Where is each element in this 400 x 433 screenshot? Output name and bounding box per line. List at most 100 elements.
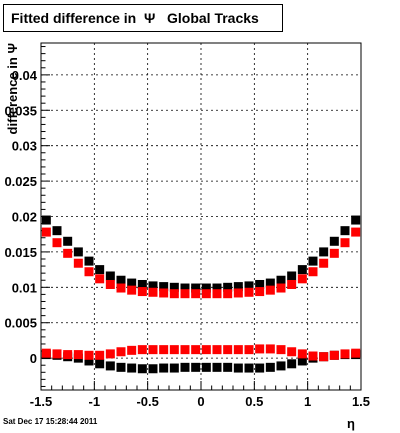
- red-marker: [223, 289, 233, 299]
- black-marker: [95, 359, 105, 369]
- red-marker: [212, 345, 222, 355]
- y-tick-label: 0.005: [4, 316, 37, 331]
- red-marker: [73, 258, 83, 268]
- black-marker: [212, 283, 222, 293]
- chart-title: Fitted difference in Ψ Global Tracks: [11, 10, 259, 26]
- red-marker: [180, 345, 190, 355]
- red-marker: [148, 345, 158, 355]
- black-marker: [41, 215, 51, 225]
- red-marker: [159, 288, 169, 298]
- black-marker: [148, 281, 158, 291]
- y-tick-label: 0.035: [4, 103, 37, 118]
- red-marker: [127, 285, 137, 295]
- title-box: Fitted difference in Ψ Global Tracks: [3, 4, 283, 32]
- red-marker: [84, 350, 94, 360]
- red-marker: [116, 347, 126, 357]
- black-marker: [201, 283, 211, 293]
- red-marker: [41, 227, 51, 237]
- red-marker: [52, 349, 62, 359]
- black-marker: [116, 275, 126, 285]
- black-marker: [223, 362, 233, 372]
- black-marker: [191, 283, 201, 293]
- red-marker: [191, 345, 201, 355]
- red-marker: [52, 238, 62, 248]
- red-marker: [340, 349, 350, 359]
- black-marker: [137, 279, 147, 289]
- y-tick-label: 0.025: [4, 174, 37, 189]
- red-marker: [137, 345, 147, 355]
- red-marker: [148, 287, 158, 297]
- black-marker: [265, 362, 275, 372]
- black-marker: [105, 271, 115, 281]
- red-marker: [351, 348, 361, 358]
- black-marker: [84, 356, 94, 366]
- x-tick-label: 0.5: [245, 394, 263, 409]
- black-marker: [180, 362, 190, 372]
- black-marker: [308, 256, 318, 266]
- red-marker: [297, 349, 307, 359]
- y-tick-label: 0.03: [12, 139, 37, 154]
- red-marker: [265, 344, 275, 354]
- y-tick-label: 0: [30, 351, 37, 366]
- y-tick-label: 0.01: [12, 280, 37, 295]
- red-marker: [329, 248, 339, 258]
- black-marker: [169, 363, 179, 373]
- black-marker: [73, 247, 83, 257]
- red-marker: [340, 238, 350, 248]
- black-marker: [127, 278, 137, 288]
- y-tick-label: 0.02: [12, 210, 37, 225]
- black-marker: [105, 361, 115, 371]
- black-marker: [212, 362, 222, 372]
- red-marker: [105, 349, 115, 359]
- black-marker: [159, 282, 169, 292]
- black-marker: [63, 236, 73, 246]
- red-marker: [244, 345, 254, 355]
- black-marker: [52, 226, 62, 236]
- red-marker: [308, 267, 318, 277]
- red-marker: [319, 258, 329, 268]
- black-marker: [329, 236, 339, 246]
- red-marker: [233, 345, 243, 355]
- x-tick-label: -1: [89, 394, 101, 409]
- black-marker: [233, 363, 243, 373]
- black-marker: [287, 359, 297, 369]
- red-marker: [169, 345, 179, 355]
- red-marker: [191, 289, 201, 299]
- red-marker: [276, 283, 286, 293]
- red-marker: [169, 289, 179, 299]
- red-marker: [255, 344, 265, 354]
- x-tick-label: -0.5: [136, 394, 158, 409]
- black-marker: [169, 282, 179, 292]
- y-tick-label: 0.015: [4, 245, 37, 260]
- black-marker: [244, 363, 254, 373]
- black-marker: [223, 282, 233, 292]
- red-marker: [201, 345, 211, 355]
- red-marker: [329, 350, 339, 360]
- black-marker: [297, 356, 307, 366]
- x-axis-label: η: [347, 416, 355, 431]
- black-marker: [233, 282, 243, 292]
- red-marker: [180, 289, 190, 299]
- red-marker: [73, 350, 83, 360]
- red-marker: [233, 288, 243, 298]
- black-marker: [148, 364, 158, 374]
- red-marker: [63, 350, 73, 360]
- red-marker: [223, 345, 233, 355]
- red-marker: [95, 274, 105, 284]
- red-marker: [63, 248, 73, 258]
- x-tick-label: 1.5: [352, 394, 370, 409]
- red-marker: [308, 351, 318, 361]
- black-marker: [127, 363, 137, 373]
- black-marker: [201, 362, 211, 372]
- red-marker: [351, 227, 361, 237]
- black-marker: [340, 226, 350, 236]
- black-marker: [244, 281, 254, 291]
- red-marker: [84, 267, 94, 277]
- black-marker: [116, 362, 126, 372]
- black-marker: [159, 363, 169, 373]
- black-marker: [287, 271, 297, 281]
- red-marker: [287, 279, 297, 289]
- black-marker: [95, 265, 105, 275]
- x-tick-label: 0: [197, 394, 204, 409]
